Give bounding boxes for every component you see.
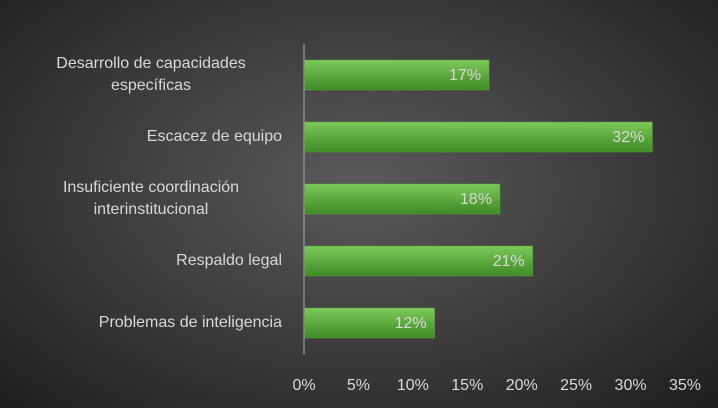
x-tick-label: 5% xyxy=(347,377,370,394)
x-tick-label: 15% xyxy=(451,377,483,394)
data-label: 18% xyxy=(460,191,492,208)
y-tick-label: Escacez de equipo xyxy=(146,128,282,145)
y-tick-label: Respaldo legal xyxy=(176,252,282,269)
bar xyxy=(303,183,501,215)
x-tick-label: 30% xyxy=(615,377,647,394)
data-label: 21% xyxy=(493,253,525,270)
bar xyxy=(303,307,435,339)
bar xyxy=(303,245,533,277)
data-label: 17% xyxy=(449,67,481,84)
y-tick-label: Problemas de inteligencia xyxy=(98,314,282,331)
x-tick-label: 10% xyxy=(397,377,429,394)
x-tick-label: 20% xyxy=(506,377,538,394)
data-label: 12% xyxy=(395,315,427,332)
y-tick-label: Desarrollo de capacidades específicas xyxy=(56,55,246,94)
bar xyxy=(303,121,653,153)
x-tick-label: 25% xyxy=(560,377,592,394)
data-label: 32% xyxy=(612,129,644,146)
x-tick-label: 0% xyxy=(292,377,315,394)
bar xyxy=(303,59,490,91)
y-tick-label: Insuficiente coordinación interinstituci… xyxy=(62,179,240,218)
x-tick-label: 35% xyxy=(669,377,701,394)
